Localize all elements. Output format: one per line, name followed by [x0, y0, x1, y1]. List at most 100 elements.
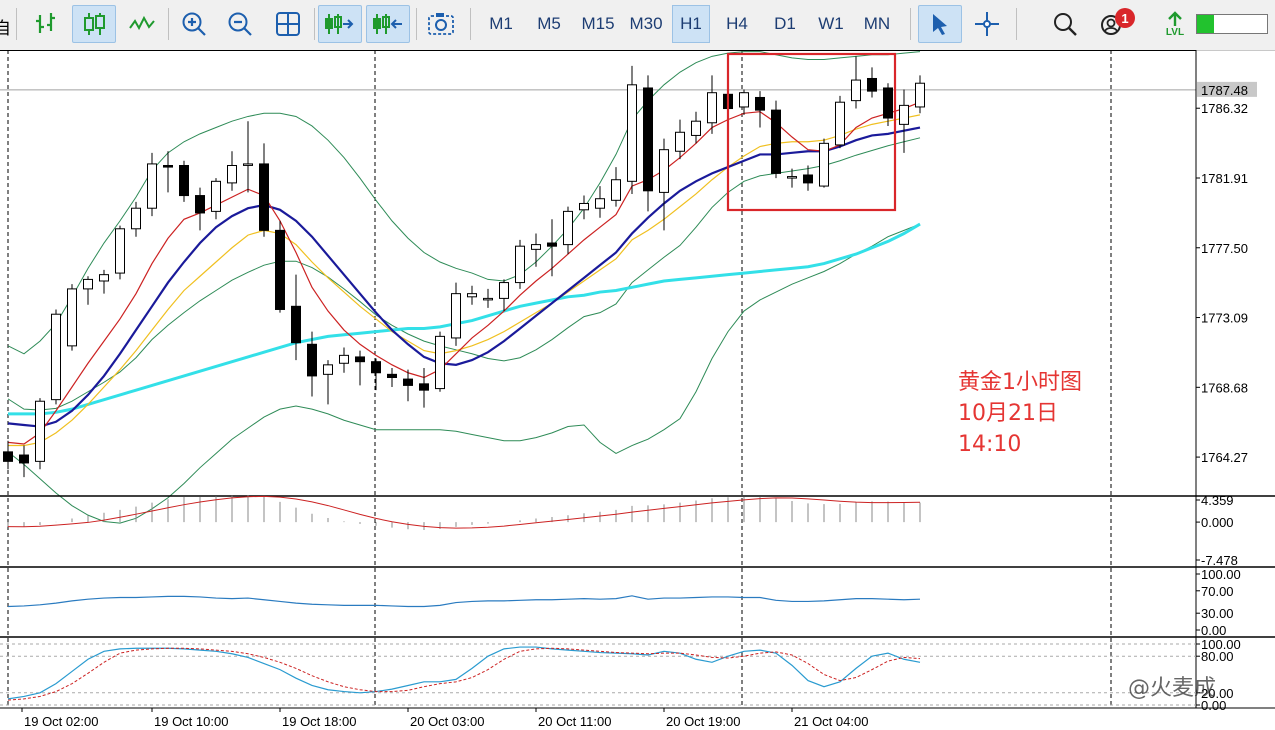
candle-body: [659, 149, 669, 193]
separator-layer: [0, 50, 1196, 708]
toolbar-separator: [314, 8, 315, 40]
candle-body: [179, 164, 189, 197]
candle-body: [643, 87, 653, 192]
candle-body: [675, 131, 685, 152]
candlestick-button[interactable]: [72, 5, 116, 43]
timeframe-h1[interactable]: H1: [672, 5, 710, 43]
bollinger-middle: [7, 137, 921, 411]
macd-tick-label: 0.000: [1201, 515, 1234, 530]
candle-body: [19, 454, 29, 464]
candle-body: [611, 179, 621, 201]
rsi-tick-label: 70.00: [1201, 584, 1234, 599]
zoom-out-icon: [228, 12, 252, 36]
bollinger-lower: [7, 223, 921, 524]
price-tick-label: 1764.27: [1201, 450, 1248, 465]
candle-body: [531, 244, 541, 250]
toolbar-separator: [910, 8, 911, 40]
candle-body: [51, 313, 61, 401]
candle-body: [595, 198, 605, 209]
cursor-button[interactable]: [918, 5, 962, 43]
candle-body: [243, 163, 253, 166]
screenshot-button[interactable]: [420, 5, 462, 43]
grid-icon: [276, 12, 300, 36]
time-tick-label: 19 Oct 18:00: [282, 714, 356, 729]
highlight-box: [726, 52, 897, 212]
price-tick-label: 1777.50: [1201, 241, 1248, 256]
price-tick-label: 1781.91: [1201, 171, 1248, 186]
notification-badge[interactable]: 1: [1115, 8, 1135, 28]
signal-icon: [1168, 10, 1182, 26]
signal-button[interactable]: LVL: [1155, 5, 1195, 43]
toolbar-separator: [470, 8, 471, 40]
candle-body: [835, 101, 845, 146]
time-tick-label: 21 Oct 04:00: [794, 714, 868, 729]
macd-signal-line: [7, 495, 921, 529]
toolbar-separator: [1016, 8, 1017, 40]
zoom-in-icon: [182, 12, 206, 36]
time-tick-label: 20 Oct 19:00: [666, 714, 740, 729]
search-icon: [1054, 13, 1077, 36]
candle-body: [323, 364, 333, 375]
crosshair-icon: [975, 12, 999, 36]
candle-body: [339, 354, 349, 364]
candle-body: [387, 373, 397, 379]
autoscroll-icon: [325, 14, 354, 34]
candle-body: [83, 278, 93, 290]
annotation-title: 黄金1小时图: [958, 370, 1082, 395]
candle-body: [451, 293, 461, 339]
candle-body: [515, 245, 525, 284]
autoscroll-button[interactable]: [318, 5, 362, 43]
grid-button[interactable]: [268, 5, 308, 43]
candle-body: [227, 164, 237, 184]
candle-body: [707, 92, 717, 124]
candle-body: [579, 202, 589, 211]
current-price-box: [1197, 81, 1257, 97]
candle-body: [371, 361, 381, 374]
timeframe-mn[interactable]: MN: [863, 14, 891, 33]
macd-tick-label: -7.478: [1201, 553, 1238, 568]
moving-averages: [7, 101, 921, 447]
ma-fast-line: [7, 101, 921, 445]
bollinger-bands: [7, 51, 921, 524]
candle-body: [67, 288, 77, 347]
search-button[interactable]: [1045, 5, 1085, 43]
time-tick-label: 19 Oct 10:00: [154, 714, 228, 729]
timeframe-m30[interactable]: M30: [629, 14, 663, 33]
candle-body: [435, 335, 445, 390]
candle-body: [131, 207, 141, 230]
candle-body: [195, 195, 205, 214]
zoom-out-button[interactable]: [220, 5, 260, 43]
time-tick-label: 19 Oct 02:00: [24, 714, 98, 729]
timeframe-m5[interactable]: M5: [537, 14, 561, 33]
stoch-signal-line: [7, 647, 921, 701]
bar-chart-button[interactable]: [28, 5, 66, 43]
toolbar-separator: [416, 8, 417, 40]
timeframe-m15[interactable]: M15: [581, 14, 615, 33]
rsi-tick-label: 100.00: [1201, 567, 1241, 582]
timeframe-w1[interactable]: W1: [818, 14, 844, 33]
chart-shift-button[interactable]: [366, 5, 410, 43]
timeframe-h4[interactable]: H4: [726, 14, 748, 33]
rsi-line: [7, 595, 921, 608]
candle-body: [3, 451, 13, 462]
screenshot-icon: [428, 13, 454, 35]
candle-body: [99, 274, 109, 282]
crosshair-button[interactable]: [966, 5, 1008, 43]
candle-body: [627, 84, 637, 182]
candle-body: [115, 228, 125, 274]
current-price-label: 1787.48: [1201, 83, 1248, 98]
candle-body: [147, 163, 157, 209]
candle-body: [739, 92, 749, 108]
candle-body: [899, 104, 909, 125]
candle-body: [259, 163, 269, 231]
candle-body: [403, 378, 413, 386]
chart-area[interactable]: 1786.32 1781.91 1777.50 1773.09 1768.68 1764.…: [0, 50, 1275, 730]
line-chart-button[interactable]: [122, 5, 162, 43]
candle-body: [803, 174, 813, 184]
price-axis: 1786.32 1781.91 1777.50 1773.09 1768.68 1764.…: [0, 50, 1257, 708]
timeframe-d1[interactable]: D1: [774, 14, 796, 33]
candle-body: [419, 383, 429, 391]
price-tick-label: 1786.32: [1201, 101, 1248, 116]
timeframe-m1[interactable]: M1: [489, 14, 513, 33]
zoom-in-button[interactable]: [174, 5, 214, 43]
